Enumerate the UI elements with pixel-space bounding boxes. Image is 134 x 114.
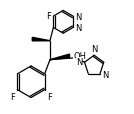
Text: N: N	[76, 58, 82, 66]
Text: F: F	[46, 12, 51, 21]
Text: N: N	[102, 70, 109, 79]
Text: N: N	[75, 13, 82, 21]
Text: N: N	[91, 44, 97, 53]
Polygon shape	[50, 55, 70, 60]
Text: F: F	[47, 92, 52, 101]
Polygon shape	[32, 38, 50, 41]
Text: OH: OH	[73, 52, 86, 61]
Text: N: N	[75, 24, 82, 33]
Text: F: F	[10, 92, 15, 101]
